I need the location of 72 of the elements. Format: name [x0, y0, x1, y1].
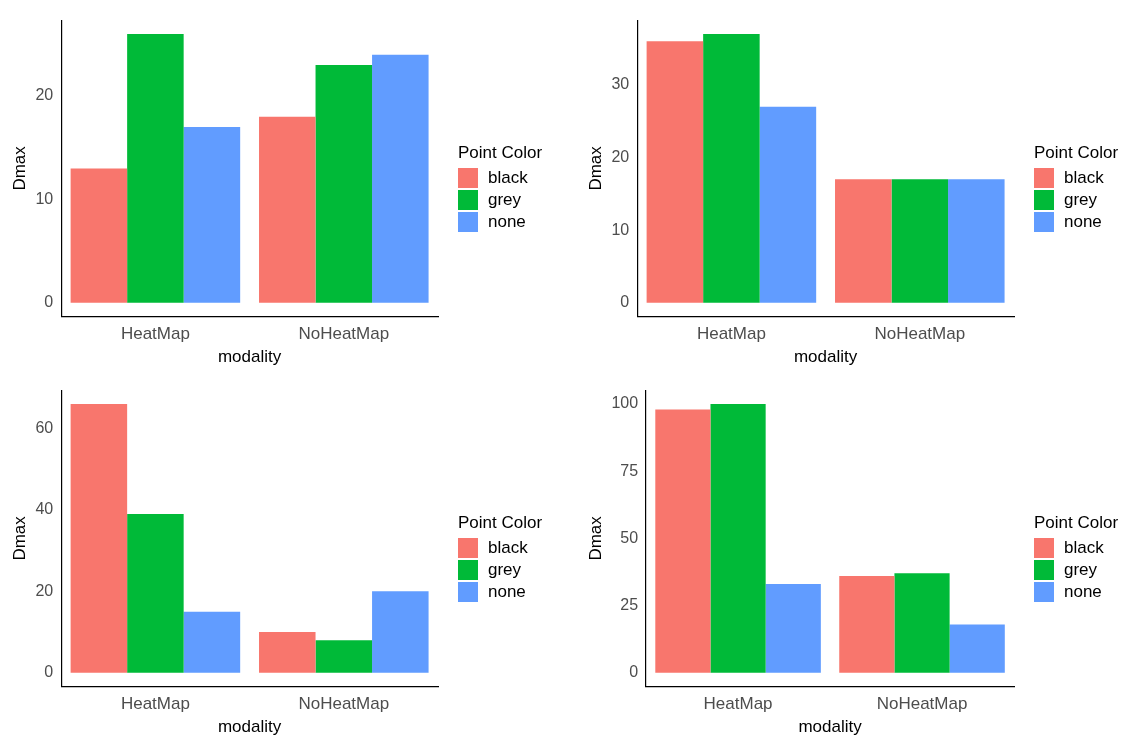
bar: [183, 611, 241, 673]
y-tick-label: 20: [35, 581, 54, 599]
x-axis-title: modality: [217, 717, 282, 737]
bar: [759, 106, 817, 303]
legend-label: none: [1064, 212, 1102, 232]
legend-label: grey: [1064, 560, 1098, 580]
bar: [948, 179, 1005, 303]
bar: [372, 54, 429, 303]
bar: [949, 624, 1005, 673]
x-tick-label: NoHeatMap: [874, 324, 966, 344]
x-tick-label: NoHeatMap: [298, 694, 390, 714]
y-tick-label: 75: [620, 461, 639, 479]
bar: [127, 513, 184, 673]
y-tick-label: 10: [611, 220, 630, 238]
y-axis-title: Dmax: [585, 515, 605, 561]
y-tick-label: 0: [620, 293, 630, 311]
y-tick-label: 0: [44, 293, 54, 311]
y-tick-label: 30: [611, 75, 630, 93]
bar: [646, 41, 704, 303]
y-tick-label: 20: [35, 86, 54, 104]
bar: [839, 576, 895, 673]
y-tick-label: 0: [44, 663, 54, 681]
y-tick-label: 20: [611, 147, 630, 165]
legend-label: grey: [488, 560, 522, 580]
bar: [655, 409, 711, 673]
bar: [259, 116, 316, 303]
x-tick-label: NoHeatMap: [298, 324, 390, 344]
legend-title: Point Color: [1034, 513, 1119, 533]
y-tick-label: 10: [35, 189, 54, 207]
y-axis-title: Dmax: [9, 145, 29, 191]
legend-label: grey: [488, 190, 522, 210]
x-axis-title: modality: [217, 347, 282, 367]
y-axis-title: Dmax: [585, 145, 605, 191]
x-axis-title: modality: [798, 717, 863, 737]
y-tick-label: 40: [35, 500, 54, 518]
legend-title: Point Color: [458, 143, 543, 163]
x-tick-label: HeatMap: [703, 694, 773, 714]
legend-title: Point Color: [458, 513, 543, 533]
y-tick-label: 0: [629, 663, 639, 681]
x-tick-label: HeatMap: [696, 324, 766, 344]
y-axis-title: Dmax: [9, 515, 29, 561]
bar: [835, 179, 892, 303]
bar: [894, 573, 950, 673]
legend-label: grey: [1064, 190, 1098, 210]
legend-title: Point Color: [1034, 143, 1119, 163]
bar: [765, 584, 821, 673]
y-tick-label: 60: [35, 418, 54, 436]
bar: [183, 127, 241, 303]
bar: [891, 179, 949, 303]
y-tick-label: 25: [620, 595, 639, 613]
bar: [259, 632, 316, 673]
bar: [372, 591, 429, 673]
legend-label: black: [1064, 538, 1104, 558]
bar: [127, 34, 184, 303]
y-tick-label: 100: [611, 394, 639, 412]
legend-label: none: [1064, 582, 1102, 602]
legend-label: black: [488, 168, 528, 188]
bar: [70, 168, 128, 303]
bar: [703, 34, 760, 303]
legend-label: black: [488, 538, 528, 558]
legend-label: black: [1064, 168, 1104, 188]
legend-label: none: [488, 582, 526, 602]
bar: [315, 65, 373, 303]
x-tick-label: HeatMap: [120, 694, 190, 714]
bar: [315, 640, 373, 673]
bar: [710, 404, 766, 673]
bar: [70, 404, 128, 673]
x-tick-label: NoHeatMap: [876, 694, 968, 714]
x-tick-label: HeatMap: [120, 324, 190, 344]
y-tick-label: 50: [620, 528, 639, 546]
x-axis-title: modality: [793, 347, 858, 367]
legend-label: none: [488, 212, 526, 232]
